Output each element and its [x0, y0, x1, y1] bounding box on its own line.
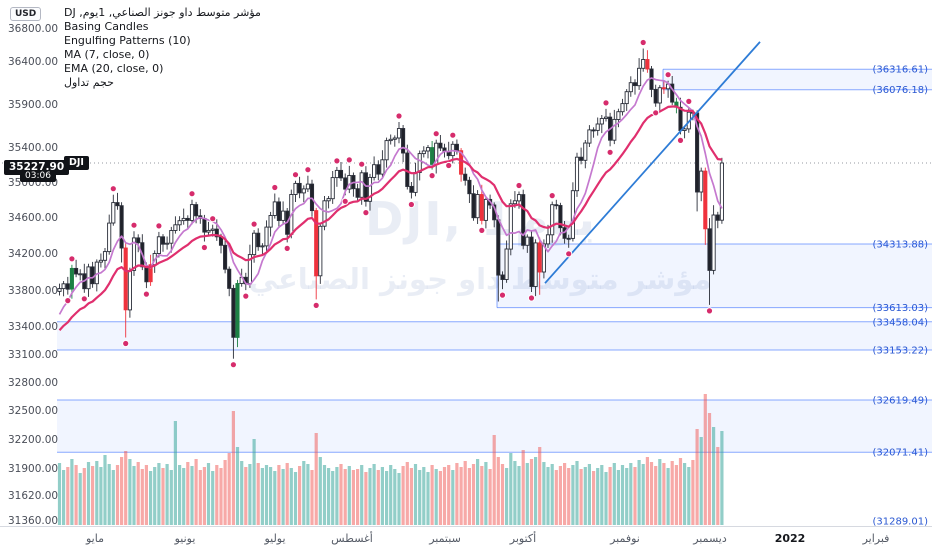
price-tick: 33800.00: [8, 284, 59, 297]
price-tick: 34600.00: [8, 212, 59, 225]
svg-text:(36076.18): (36076.18): [872, 85, 928, 96]
time-tick: مايو: [86, 532, 104, 545]
price-tick: 35400.00: [8, 142, 59, 154]
time-tick: نوفمبر: [610, 532, 640, 545]
svg-text:(32619.49): (32619.49): [872, 396, 928, 407]
price-tick: 32500.00: [8, 405, 59, 418]
time-tick: فبراير: [862, 532, 890, 545]
zone-level-labels: (36316.61) (36076.18) (34313.88) (33613.03)…: [872, 65, 928, 528]
indicator-basing-candles[interactable]: Basing Candles: [64, 20, 149, 33]
svg-text:(33458.04): (33458.04): [872, 317, 928, 328]
svg-text:(31289.01): (31289.01): [872, 517, 928, 528]
price-tick: 31360.00: [8, 515, 59, 528]
price-tick: 34200.00: [8, 248, 59, 261]
supply-demand-zones[interactable]: [57, 69, 932, 453]
price-tick: 36400.00: [8, 56, 59, 69]
candles-layer[interactable]: [57, 48, 724, 359]
countdown-timer: 03:06: [20, 171, 56, 182]
symbol-title[interactable]: مؤشر متوسط داو جونز الصناعي, 1يوم, DJ: [64, 6, 261, 19]
basing-candle-markers: [64, 38, 714, 369]
time-tick: ديسمبر: [693, 532, 727, 545]
svg-text:(33613.03): (33613.03): [872, 303, 928, 314]
indicator-ema[interactable]: EMA (20, close, 0): [64, 62, 164, 75]
time-tick: يوليو: [264, 532, 286, 545]
indicator-engulfing-patterns[interactable]: Engulfing Patterns (10): [64, 34, 191, 47]
svg-text:(36316.61): (36316.61): [872, 65, 928, 76]
currency-chip[interactable]: USD: [10, 7, 42, 21]
symbol-badge: DJI: [64, 156, 89, 170]
time-tick: أغسطس: [331, 532, 373, 545]
last-price-label: 35227.90 DJI 03:06: [4, 155, 89, 182]
indicator-volume[interactable]: حجم تداول: [64, 76, 114, 89]
price-tick: 36800.00: [8, 22, 59, 35]
time-tick: يونيو: [174, 532, 196, 545]
time-scale[interactable]: مايو يونيو يوليو أغسطس سبتمبر أكتوبر نوفمبر ديس…: [0, 526, 932, 550]
ema-line[interactable]: [58, 105, 723, 332]
time-tick: سبتمبر: [429, 532, 461, 545]
price-tick: 32800.00: [8, 377, 59, 389]
time-tick: أكتوبر: [509, 532, 537, 545]
time-tick: 2022: [774, 532, 806, 545]
price-tick: 32200.00: [8, 433, 59, 446]
indicator-ma[interactable]: MA (7, close, 0): [64, 48, 150, 61]
svg-text:(32071.41): (32071.41): [872, 448, 928, 459]
trendline[interactable]: [544, 41, 761, 284]
price-tick: 31620.00: [8, 489, 59, 502]
price-tick: 35900.00: [8, 98, 59, 111]
price-tick: 33100.00: [8, 349, 59, 361]
price-tick: 31900.00: [8, 462, 59, 475]
price-tick: 33400.00: [8, 321, 59, 334]
ma-line[interactable]: [58, 77, 723, 315]
volume-bars: [57, 394, 724, 525]
svg-text:(34313.88): (34313.88): [872, 240, 928, 251]
chart-legend: USD مؤشر متوسط داو جونز الصناعي, 1يوم, D…: [8, 6, 261, 90]
svg-text:(33153.22): (33153.22): [872, 346, 928, 357]
